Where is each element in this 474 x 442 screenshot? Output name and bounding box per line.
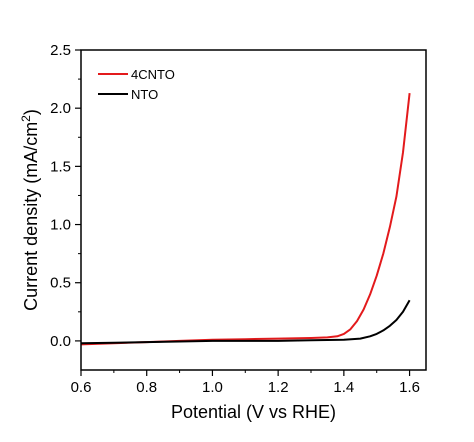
x-tick-label: 0.8 [136,379,157,396]
y-tick-label: 0.5 [50,275,71,292]
x-axis-ticks: 0.6 0.8 1.0 1.2 1.4 1.6 [71,370,420,396]
y-tick-label: 2.0 [50,100,71,117]
series-line-4cnto [80,92,411,346]
y-tick-label: 2.5 [50,42,71,59]
y-axis-label: Current density (mA/cm2) [19,109,41,311]
y-tick-label: 1.0 [50,217,71,234]
series-line-nto [80,299,411,345]
y-axis-label-close: ) [21,109,41,115]
plot-frame [80,49,427,371]
y-axis-ticks: 0.0 0.5 1.0 1.5 2.0 2.5 [50,42,81,350]
y-axis-label-superscript: 2 [19,115,33,122]
legend-label-4cnto: 4CNTO [131,67,175,82]
x-tick-label: 1.4 [333,379,354,396]
x-tick-label: 1.0 [202,379,223,396]
series-layer [80,92,411,346]
x-tick-label: 1.6 [399,379,420,396]
x-tick-label: 0.6 [71,379,92,396]
legend-label-nto: NTO [131,87,158,102]
y-tick-label: 0.0 [50,333,71,350]
y-tick-label: 1.5 [50,158,71,175]
y-axis-label-main: Current density (mA/cm [21,122,41,311]
legend: 4CNTO NTO [98,67,175,102]
x-axis-label: Potential (V vs RHE) [171,402,336,422]
x-tick-label: 1.2 [268,379,289,396]
